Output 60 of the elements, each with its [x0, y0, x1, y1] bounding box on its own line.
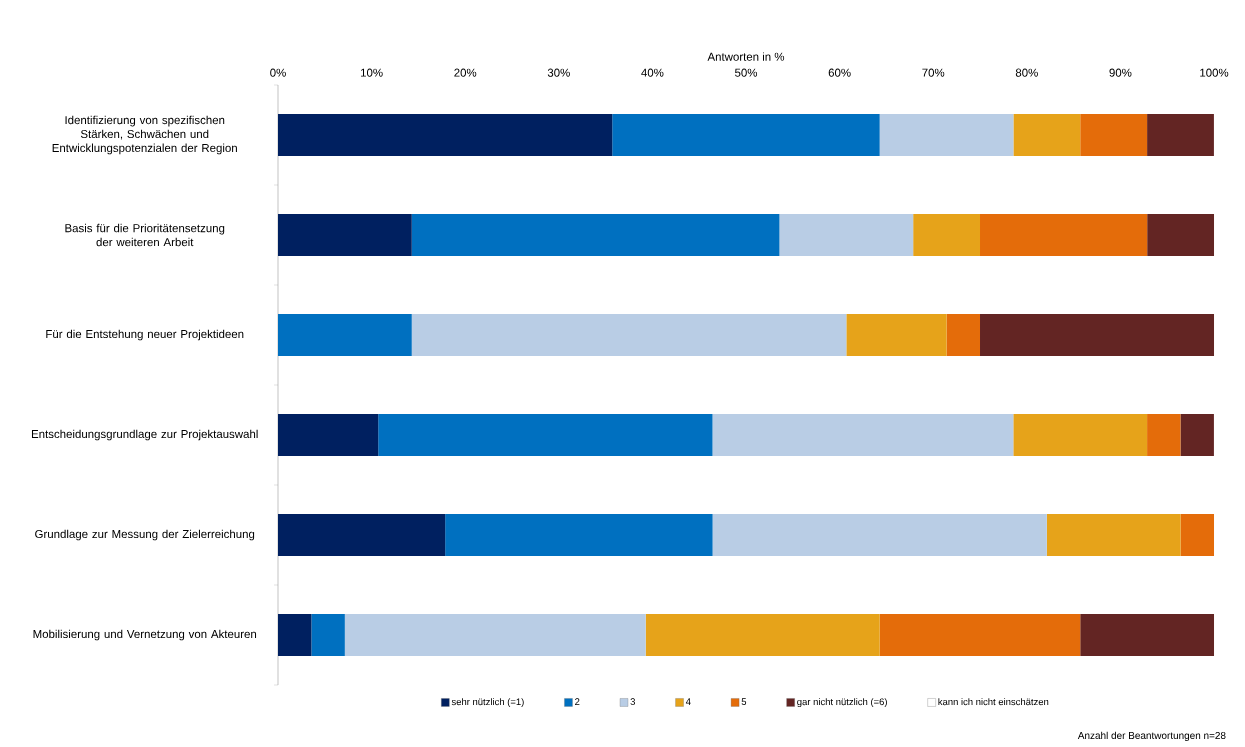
y-tick-label: Basis für die Prioritätensetzung der weiteren Arbeit: [65, 223, 225, 247]
bar: [913, 214, 981, 257]
x-tick-label: 90%: [1109, 68, 1132, 77]
x-tick-label: 100%: [1200, 68, 1229, 77]
bar: [378, 414, 713, 457]
legend-label: sehr nützlich (=1): [451, 698, 524, 707]
bar: [1013, 114, 1081, 157]
y-tick-label: Mobilisierung und Vernetzung von Akteuren: [33, 629, 257, 641]
bar: [278, 614, 312, 657]
y-tick-label: Identifizierung von spezifischen Stärken, Schwächen und Entwicklungspotenzialen der Region: [52, 115, 237, 155]
legend-label: gar nicht nützlich (=6): [797, 698, 887, 708]
bar: [946, 314, 981, 357]
x-tick-label: 80%: [1015, 68, 1038, 77]
bar: [779, 214, 914, 257]
bar: [278, 214, 412, 257]
legend-label: 5: [741, 698, 747, 705]
bar: [645, 614, 880, 657]
x-axis-title: Antworten in %: [707, 52, 785, 61]
y-tick-label: Grundlage zur Messung der Zielerreichung: [35, 529, 255, 541]
bar: [1046, 514, 1181, 557]
legend-label: kann ich nicht einschätzen: [938, 698, 1049, 706]
bar: [344, 614, 646, 657]
x-tick-label: 20%: [454, 68, 477, 77]
x-tick-label: 0%: [270, 68, 286, 77]
bar: [1013, 414, 1148, 457]
y-tick-label: Entscheidungsgrundlage zur Projektauswahl: [31, 429, 258, 441]
bar: [411, 214, 780, 257]
bar: [1180, 514, 1215, 557]
x-tick-label: 60%: [828, 68, 851, 77]
bar: [879, 114, 1014, 157]
bar: [278, 414, 379, 457]
bar: [1080, 114, 1148, 157]
bar: [311, 614, 345, 657]
legend-label: 3: [630, 698, 635, 706]
x-tick-label: 30%: [547, 68, 570, 77]
bar: [879, 614, 1081, 657]
bar: [712, 514, 1047, 557]
bar: [1147, 214, 1215, 257]
bar: [712, 414, 1014, 457]
bar: [1147, 414, 1181, 457]
bar: [278, 114, 613, 157]
bar: [278, 514, 446, 557]
bar: [411, 314, 847, 357]
bar: [612, 114, 880, 157]
legend-label: 4: [685, 698, 691, 705]
x-tick-label: 70%: [922, 68, 945, 77]
bar: [278, 314, 412, 357]
bar: [1080, 614, 1215, 657]
x-tick-label: 40%: [641, 68, 664, 77]
legend-label: 2: [575, 698, 580, 705]
bar: [1180, 414, 1214, 457]
bar: [980, 314, 1215, 357]
bar: [980, 214, 1148, 257]
bar: [445, 514, 713, 557]
x-tick-label: 10%: [361, 68, 383, 77]
bar: [1147, 114, 1214, 157]
x-tick-label: 50%: [734, 68, 758, 77]
bar: [846, 314, 947, 357]
y-tick-label: Für die Entstehung neuer Projektideen: [46, 329, 244, 341]
text: Anzahl der Beantwortungen n=28: [1077, 731, 1226, 741]
